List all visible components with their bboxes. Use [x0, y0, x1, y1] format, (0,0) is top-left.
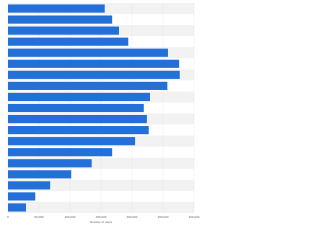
bar [8, 59, 180, 68]
bar [8, 181, 51, 190]
x-tick-label: 250,000 [158, 215, 169, 219]
bar [8, 92, 150, 102]
chart: Number of users 0 50,000 100,000 150,000 200… [7, 3, 200, 224]
x-tick-label: 100,000 [65, 215, 76, 219]
bar [8, 48, 168, 57]
bar [8, 15, 113, 24]
bar [8, 137, 136, 146]
bar [8, 126, 149, 135]
bar [8, 148, 113, 157]
bar [8, 159, 92, 168]
bar [8, 70, 180, 79]
bar [8, 26, 119, 35]
bar [8, 4, 105, 13]
bar [8, 37, 129, 46]
x-tick-label: 300,000 [189, 215, 200, 219]
bar [8, 170, 72, 179]
bar [8, 114, 147, 124]
x-tick-label: 200,000 [127, 215, 138, 219]
x-tick-label: 50,000 [34, 215, 44, 219]
x-axis-title: Number of users [90, 220, 113, 224]
bar [8, 103, 144, 113]
bar [8, 203, 26, 212]
x-tick-label: 0 [7, 215, 9, 219]
bar [8, 192, 36, 201]
bar [8, 81, 168, 90]
x-tick-label: 150,000 [96, 215, 107, 219]
